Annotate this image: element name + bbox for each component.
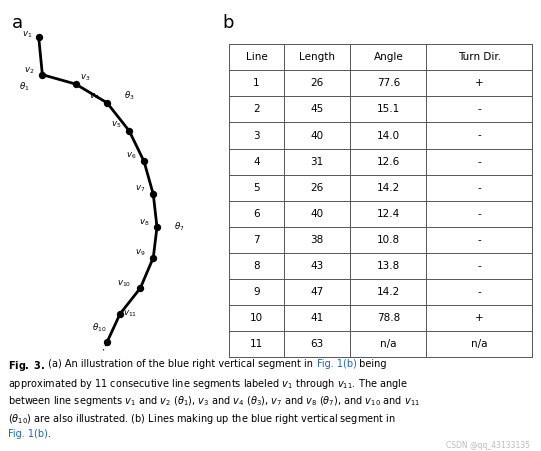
Text: 8: 8	[253, 261, 260, 271]
Text: $v_4$: $v_4$	[89, 92, 100, 102]
Text: Fig. 1(b): Fig. 1(b)	[316, 359, 357, 369]
Text: $v_{11}$: $v_{11}$	[123, 308, 137, 319]
Text: n/a: n/a	[471, 339, 487, 349]
Text: CSDN @qq_43133135: CSDN @qq_43133135	[446, 441, 530, 450]
Text: 31: 31	[311, 156, 324, 166]
Text: 4: 4	[253, 156, 260, 166]
Text: $v_{10}$: $v_{10}$	[116, 278, 131, 289]
Text: b: b	[223, 14, 234, 32]
Text: -: -	[478, 156, 481, 166]
Text: 1: 1	[253, 78, 260, 88]
Text: 26: 26	[311, 78, 324, 88]
Text: $\theta_7$: $\theta_7$	[174, 221, 184, 233]
Text: Line: Line	[246, 52, 267, 62]
Text: -: -	[478, 261, 481, 271]
Text: $v_9$: $v_9$	[135, 248, 146, 258]
Text: 2: 2	[253, 105, 260, 115]
Point	[103, 338, 111, 345]
Text: -: -	[478, 235, 481, 245]
Text: n/a: n/a	[380, 339, 397, 349]
Point	[136, 285, 144, 292]
Text: 63: 63	[311, 339, 324, 349]
Text: .: .	[48, 429, 51, 439]
Text: 12.4: 12.4	[377, 209, 400, 219]
Text: +: +	[475, 78, 484, 88]
Text: 78.8: 78.8	[377, 313, 400, 323]
Text: 14.0: 14.0	[377, 130, 400, 141]
Text: 11: 11	[250, 339, 263, 349]
Point	[71, 80, 80, 87]
Text: 45: 45	[311, 105, 324, 115]
Point	[116, 310, 124, 318]
Text: -: -	[478, 105, 481, 115]
Text: Length: Length	[299, 52, 335, 62]
Text: $v_1$: $v_1$	[22, 30, 33, 40]
Text: 40: 40	[311, 209, 324, 219]
Point	[140, 158, 148, 165]
Text: 77.6: 77.6	[377, 78, 400, 88]
Text: between line segments $v_1$ and $v_2$ ($\theta_1$), $v_3$ and $v_4$ ($\theta_3$): between line segments $v_1$ and $v_2$ ($…	[8, 394, 420, 408]
Text: Angle: Angle	[373, 52, 403, 62]
Text: (a) An illustration of the blue right vertical segment in: (a) An illustration of the blue right ve…	[45, 359, 316, 369]
Text: $v_2$: $v_2$	[24, 66, 35, 76]
Text: 9: 9	[253, 287, 260, 297]
Text: $v_6$: $v_6$	[126, 150, 136, 161]
Text: $\theta_3$: $\theta_3$	[124, 90, 135, 102]
Text: $v_8$: $v_8$	[139, 217, 149, 228]
Text: $\bf{Fig.\ 3.}$: $\bf{Fig.\ 3.}$	[8, 359, 45, 373]
Text: -: -	[478, 183, 481, 193]
Text: 41: 41	[311, 313, 324, 323]
Text: 3: 3	[253, 130, 260, 141]
Text: a: a	[12, 14, 23, 32]
Text: 6: 6	[253, 209, 260, 219]
Text: 13.8: 13.8	[377, 261, 400, 271]
Text: 12.6: 12.6	[377, 156, 400, 166]
Text: 10.8: 10.8	[377, 235, 400, 245]
Text: $v_3$: $v_3$	[80, 73, 90, 83]
Text: Turn Dir.: Turn Dir.	[458, 52, 501, 62]
Text: 26: 26	[311, 183, 324, 193]
Text: $\theta_{10}$: $\theta_{10}$	[93, 322, 107, 334]
Point	[149, 254, 157, 261]
Point	[125, 127, 134, 134]
Text: approximated by 11 consecutive line segments labeled $v_1$ through $v_{11}$. The: approximated by 11 consecutive line segm…	[8, 377, 408, 391]
Text: -: -	[478, 287, 481, 297]
Text: 15.1: 15.1	[377, 105, 400, 115]
Text: 7: 7	[253, 235, 260, 245]
Point	[35, 33, 43, 41]
Text: being: being	[357, 359, 387, 369]
Text: 10: 10	[250, 313, 263, 323]
Text: +: +	[475, 313, 484, 323]
Point	[103, 99, 111, 106]
Text: Fig. 1(b): Fig. 1(b)	[8, 429, 48, 439]
Text: 5: 5	[253, 183, 260, 193]
Point	[149, 191, 157, 198]
Text: $v_7$: $v_7$	[135, 183, 146, 193]
Text: 47: 47	[311, 287, 324, 297]
Text: 40: 40	[311, 130, 324, 141]
Text: -: -	[478, 130, 481, 141]
Point	[153, 224, 161, 231]
Text: 43: 43	[311, 261, 324, 271]
Text: $\theta_1$: $\theta_1$	[18, 80, 29, 92]
Point	[38, 71, 47, 78]
Text: 14.2: 14.2	[377, 287, 400, 297]
Text: $v_5$: $v_5$	[111, 120, 122, 130]
Text: 14.2: 14.2	[377, 183, 400, 193]
Text: -: -	[478, 209, 481, 219]
Text: 38: 38	[311, 235, 324, 245]
Text: ($\theta_{10}$) are also illustrated. (b) Lines making up the blue right vertica: ($\theta_{10}$) are also illustrated. (b…	[8, 412, 396, 426]
